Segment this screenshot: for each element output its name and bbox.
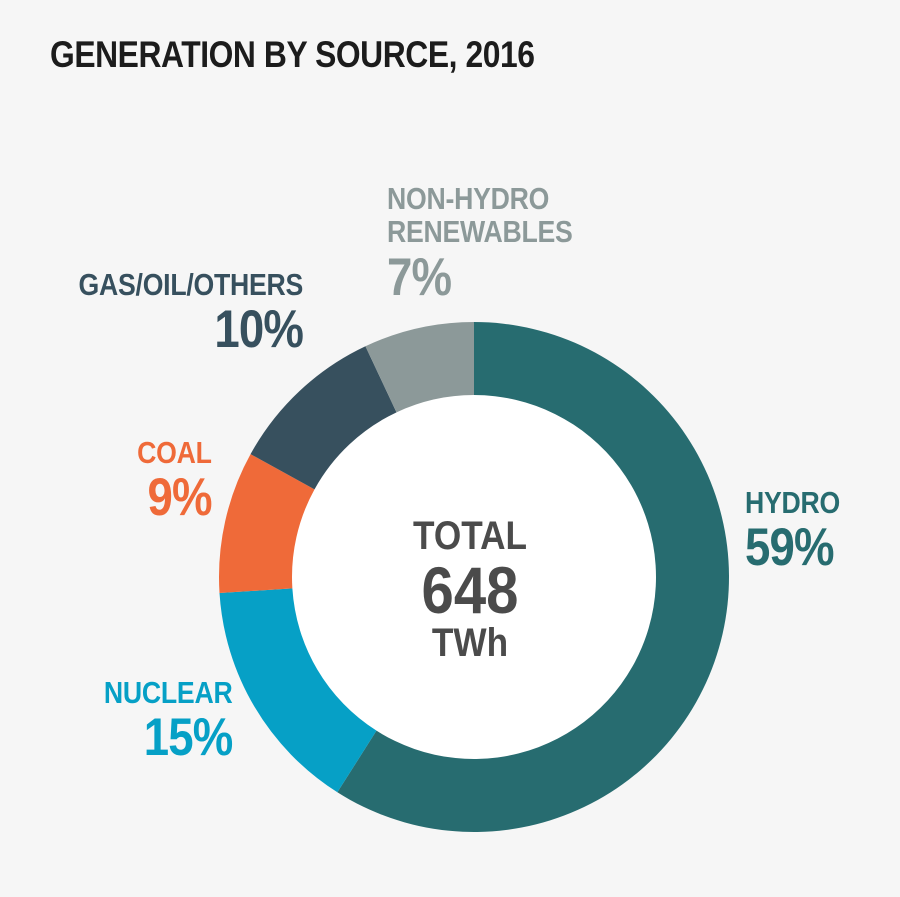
- center-total-value: 648: [421, 553, 519, 627]
- chart-title: GENERATION BY SOURCE, 2016: [50, 34, 535, 75]
- donut-hole: [292, 395, 656, 759]
- slice-non-hydro-renewables: [365, 322, 474, 413]
- slice-coal: [219, 454, 315, 594]
- slice-label-hydro: HYDRO 59%: [745, 485, 840, 578]
- slice-label-coal: COAL 9%: [137, 435, 213, 528]
- slice-name-coal: COAL: [137, 435, 213, 470]
- slice-label-gas-oil-others: GAS/OIL/OTHERS 10%: [78, 267, 304, 360]
- slice-percent-non-hydro-renewables: 7%: [387, 247, 452, 307]
- slice-hydro: [337, 322, 729, 832]
- slice-label-nuclear: NUCLEAR 15%: [103, 675, 233, 768]
- slice-percent-nuclear: 15%: [143, 708, 233, 768]
- slice-name-nuclear: NUCLEAR: [103, 675, 232, 710]
- slice-name-non-hydro-line1: NON-HYDRO: [387, 181, 550, 216]
- slice-percent-coal: 9%: [147, 468, 213, 528]
- donut-center-total: TOTAL 648 TWh: [382, 516, 558, 663]
- slice-name-non-hydro-line2: RENEWABLES: [387, 214, 573, 250]
- slice-label-non-hydro-renewables: NON-HYDRO RENEWABLES 7%: [387, 182, 573, 304]
- slice-percent-hydro: 59%: [745, 518, 835, 578]
- slice-gas-oil-others: [250, 346, 397, 490]
- center-total-label: TOTAL: [412, 514, 528, 558]
- slice-percent-gas-oil-others: 10%: [214, 300, 304, 360]
- slice-name-hydro: HYDRO: [745, 485, 840, 520]
- slice-nuclear: [219, 588, 377, 793]
- slice-name-gas-oil-others: GAS/OIL/OTHERS: [78, 267, 303, 302]
- center-total-unit: TWh: [431, 621, 509, 665]
